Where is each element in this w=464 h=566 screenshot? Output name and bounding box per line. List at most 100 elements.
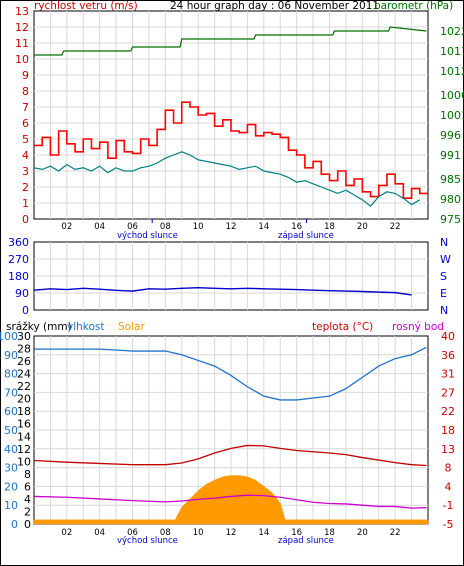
series-line-barometer	[34, 26, 427, 56]
x-tick-label: 08	[160, 222, 171, 232]
temperature-tick-label: 27	[441, 386, 455, 399]
compass-tick-label: N	[440, 304, 448, 317]
wind-speed-tick-label: 12	[15, 21, 29, 34]
wind-speed-tick-label: 4	[22, 149, 29, 162]
rain-tick-label: 22	[17, 380, 31, 393]
direction-tick-label: 0	[22, 304, 29, 317]
rain-tick-label: 26	[17, 355, 31, 368]
series-line-wind-gust	[33, 151, 421, 208]
barometer-tick-label: 1017	[440, 45, 464, 58]
wind-speed-tick-label: 5	[22, 133, 29, 146]
humidity-tick-label: 20	[4, 480, 18, 493]
x-tick-label: 14	[258, 528, 269, 538]
wind-series	[33, 26, 428, 208]
wind-speed-tick-label: 1	[22, 197, 29, 210]
legend-humidity: vlhkost	[67, 321, 105, 333]
rain-tick-label: 14	[17, 430, 31, 443]
temperature-tick-label: 18	[441, 424, 455, 437]
rain-tick-label: 24	[17, 368, 31, 381]
x-tick-label: 04	[94, 222, 105, 232]
x-tick-label: 12	[226, 528, 237, 538]
wind-speed-tick-label: 0	[22, 213, 29, 226]
chart-title: 24 hour graph day : 06 November 2011	[170, 0, 379, 12]
wind-speed-tick-label: 2	[22, 181, 29, 194]
rain-tick-label: 16	[17, 418, 31, 431]
humidity-tick-label: 60	[4, 405, 18, 418]
temperature-series	[33, 346, 427, 509]
sunrise-label-bottom: východ slunce	[117, 536, 178, 546]
direction-tick-label: 360	[8, 236, 29, 249]
barometer-tick-label: 985	[440, 173, 461, 186]
wind-speed-tick-label: 8	[22, 85, 29, 98]
x-tick-label: 06	[127, 222, 138, 232]
rain-tick-label: 4	[24, 493, 31, 506]
rain-tick-label: 10	[17, 455, 31, 468]
rain-tick-label: 28	[17, 343, 31, 356]
rain-tick-label: 0	[24, 518, 31, 531]
wind-axis-ticks: 0123456789101112139759809859919961001100…	[15, 5, 464, 232]
barometer-tick-label: 991	[440, 149, 461, 162]
series-area-solar	[33, 475, 429, 525]
x-tick-label: 22	[390, 528, 401, 538]
wind-speed-tick-label: 11	[15, 37, 29, 50]
barometer-tick-label: 1022	[440, 25, 464, 38]
sunset-label-top: západ slunce	[278, 231, 334, 241]
wind-speed-tick-label: 3	[22, 165, 29, 178]
sunset-label-bottom: západ slunce	[278, 536, 334, 546]
barometer-tick-label: 1006	[440, 89, 464, 102]
rain-tick-label: 18	[17, 405, 31, 418]
wind-speed-tick-label: 6	[22, 117, 29, 130]
humidity-tick-label: 30	[4, 462, 18, 475]
x-tick-label: 06	[127, 528, 138, 538]
direction-tick-label: 180	[8, 270, 29, 283]
x-tick-label: 10	[193, 528, 204, 538]
rain-tick-label: 20	[17, 393, 31, 406]
rain-tick-label: 12	[17, 443, 31, 456]
temperature-tick-label: 4	[445, 480, 452, 493]
temperature-tick-label: 40	[441, 330, 455, 343]
temperature-tick-label: 22	[441, 405, 455, 418]
temperature-tick-label: -5	[443, 518, 454, 531]
series-line-temperature	[33, 444, 427, 467]
series-line-humidity	[34, 346, 427, 401]
humidity-tick-label: 70	[4, 386, 18, 399]
humidity-tick-label: 80	[4, 368, 18, 381]
legend-rain: srážky (mm)	[6, 321, 72, 333]
compass-tick-label: N	[440, 236, 448, 249]
rain-tick-label: 2	[24, 505, 31, 518]
temperature-tick-label: 13	[441, 443, 455, 456]
direction-tick-label: 90	[15, 287, 29, 300]
direction-series	[33, 287, 412, 296]
humidity-tick-label: 50	[4, 424, 18, 437]
compass-tick-label: E	[440, 287, 447, 300]
x-tick-label: 14	[258, 222, 269, 232]
wind-speed-tick-label: 10	[15, 53, 29, 66]
x-tick-label: 04	[94, 528, 105, 538]
humidity-tick-label: 90	[4, 349, 18, 362]
humidity-tick-label: 40	[4, 443, 18, 456]
humidity-tick-label: 0	[11, 518, 18, 531]
x-tick-label: 16	[291, 528, 302, 538]
compass-tick-label: S	[440, 270, 447, 283]
temperature-tick-label: 8	[445, 462, 452, 475]
temperature-axis-ticks: -5-1481318222731364001020304050607080901…	[0, 330, 455, 538]
rain-tick-label: 6	[24, 480, 31, 493]
direction-tick-label: 270	[8, 253, 29, 266]
wind-speed-tick-label: 13	[15, 5, 29, 18]
wind-speed-axis-title: rychlost vetru (m/s)	[34, 0, 138, 12]
wind-grid	[34, 11, 428, 219]
barometer-tick-label: 996	[440, 129, 461, 142]
x-tick-label: 18	[324, 528, 335, 538]
x-tick-label: 22	[390, 222, 401, 232]
x-tick-label: 02	[61, 528, 72, 538]
humidity-tick-label: 100	[0, 330, 18, 343]
legend-dew-point: rosný bod	[392, 321, 444, 333]
temperature-tick-label: 36	[441, 349, 455, 362]
barometer-axis-title: barometr (hPa)	[374, 0, 453, 12]
barometer-tick-label: 975	[440, 213, 461, 226]
series-line-direction	[33, 287, 412, 296]
x-tick-label: 10	[193, 222, 204, 232]
